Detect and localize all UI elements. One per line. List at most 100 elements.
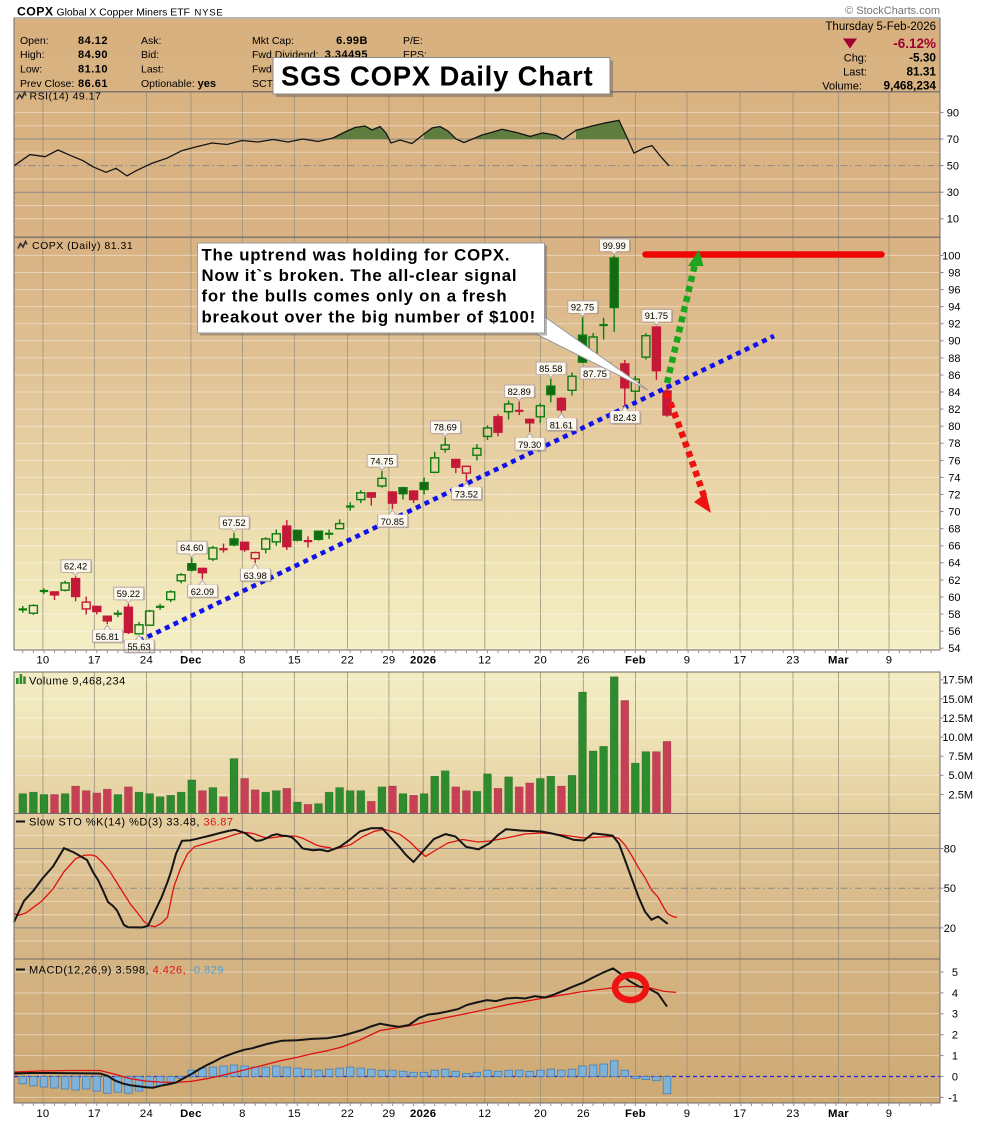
svg-text:breakout over the big number o: breakout over the big number of $100! bbox=[202, 307, 537, 326]
svg-text:0: 0 bbox=[952, 1071, 958, 1083]
svg-text:67.52: 67.52 bbox=[222, 518, 245, 528]
svg-text:84: 84 bbox=[948, 387, 960, 399]
svg-text:17: 17 bbox=[88, 655, 101, 667]
svg-text:for the bulls comes only on a: for the bulls comes only on a fresh bbox=[202, 287, 508, 306]
svg-text:62: 62 bbox=[948, 575, 960, 587]
svg-text:2026: 2026 bbox=[410, 1108, 436, 1120]
svg-text:Mkt Cap:: Mkt Cap: bbox=[252, 35, 294, 47]
svg-text:86.61: 86.61 bbox=[78, 78, 108, 90]
svg-text:29: 29 bbox=[382, 655, 395, 667]
svg-text:Feb: Feb bbox=[625, 655, 646, 667]
svg-text:24: 24 bbox=[140, 655, 153, 667]
svg-text:86: 86 bbox=[948, 370, 960, 382]
svg-text:8: 8 bbox=[239, 655, 246, 667]
svg-text:81.10: 81.10 bbox=[78, 64, 108, 76]
svg-text:10: 10 bbox=[947, 214, 959, 226]
svg-text:22: 22 bbox=[341, 655, 354, 667]
svg-text:The uptrend was holding for CO: The uptrend was holding for COPX. bbox=[202, 246, 511, 265]
svg-text:64.60: 64.60 bbox=[180, 543, 203, 553]
svg-text:70: 70 bbox=[947, 134, 959, 146]
svg-text:99.99: 99.99 bbox=[603, 241, 626, 251]
svg-text:17: 17 bbox=[733, 655, 746, 667]
svg-text:78.69: 78.69 bbox=[434, 423, 457, 433]
svg-text:Open:: Open: bbox=[20, 35, 49, 47]
svg-text:-1: -1 bbox=[948, 1092, 958, 1104]
svg-text:24: 24 bbox=[140, 1108, 153, 1120]
svg-text:7.5M: 7.5M bbox=[949, 751, 973, 763]
svg-text:20: 20 bbox=[944, 923, 956, 935]
svg-text:9: 9 bbox=[684, 655, 691, 667]
svg-text:5: 5 bbox=[952, 967, 958, 979]
svg-text:50: 50 bbox=[944, 883, 956, 895]
svg-text:12: 12 bbox=[478, 1108, 491, 1120]
svg-text:92: 92 bbox=[948, 319, 960, 331]
svg-text:10: 10 bbox=[36, 655, 49, 667]
svg-text:Now it`s broken. The all-clear: Now it`s broken. The all-clear signal bbox=[202, 266, 518, 285]
svg-text:MACD(12,26,9) 3.598, 4.426, -0: MACD(12,26,9) 3.598, 4.426, -0.829 bbox=[29, 965, 224, 977]
svg-text:58: 58 bbox=[948, 609, 960, 621]
svg-text:Mar: Mar bbox=[828, 655, 849, 667]
svg-text:84.90: 84.90 bbox=[78, 49, 108, 61]
svg-text:20: 20 bbox=[534, 655, 547, 667]
svg-text:76: 76 bbox=[948, 455, 960, 467]
svg-text:72: 72 bbox=[948, 489, 960, 501]
svg-text:Thursday 5-Feb-2026: Thursday 5-Feb-2026 bbox=[825, 21, 936, 33]
svg-text:80: 80 bbox=[944, 843, 956, 855]
svg-text:RSI(14) 49.17: RSI(14) 49.17 bbox=[30, 91, 102, 103]
svg-text:1: 1 bbox=[952, 1051, 958, 1063]
svg-text:Chg:: Chg: bbox=[844, 53, 867, 65]
svg-text:2.5M: 2.5M bbox=[949, 789, 973, 801]
svg-text:20: 20 bbox=[534, 1108, 547, 1120]
svg-text:22: 22 bbox=[341, 1108, 354, 1120]
svg-text:9: 9 bbox=[886, 1108, 893, 1120]
svg-text:-5.30: -5.30 bbox=[909, 51, 936, 65]
svg-text:74.75: 74.75 bbox=[370, 456, 393, 466]
svg-text:9: 9 bbox=[684, 1108, 691, 1120]
svg-text:Dec: Dec bbox=[180, 655, 202, 667]
svg-text:56.81: 56.81 bbox=[96, 632, 119, 642]
svg-text:Optionable: yes: Optionable: yes bbox=[141, 78, 216, 90]
svg-text:88: 88 bbox=[948, 353, 960, 365]
svg-text:82.89: 82.89 bbox=[508, 387, 531, 397]
svg-text:Global X Copper Miners ETF: Global X Copper Miners ETF bbox=[57, 7, 190, 18]
svg-text:8: 8 bbox=[239, 1108, 246, 1120]
svg-text:Low:: Low: bbox=[20, 64, 42, 76]
svg-text:15: 15 bbox=[288, 1108, 301, 1120]
svg-text:High:: High: bbox=[20, 49, 45, 61]
svg-text:Volume:: Volume: bbox=[822, 81, 862, 93]
svg-text:9,468,234: 9,468,234 bbox=[884, 79, 937, 93]
svg-text:4: 4 bbox=[952, 988, 958, 1000]
svg-text:COPX: COPX bbox=[17, 4, 54, 18]
svg-text:59.22: 59.22 bbox=[117, 589, 140, 599]
svg-text:63.98: 63.98 bbox=[244, 571, 267, 581]
svg-text:5.0M: 5.0M bbox=[949, 770, 973, 782]
svg-text:81.61: 81.61 bbox=[550, 420, 573, 430]
svg-text:9: 9 bbox=[886, 655, 893, 667]
svg-text:66: 66 bbox=[948, 541, 960, 553]
svg-text:-6.12%: -6.12% bbox=[893, 36, 936, 51]
svg-text:87.75: 87.75 bbox=[583, 369, 607, 380]
svg-text:98: 98 bbox=[948, 267, 960, 279]
svg-text:91.75: 91.75 bbox=[645, 311, 668, 321]
svg-text:15.0M: 15.0M bbox=[942, 694, 973, 706]
svg-text:56: 56 bbox=[948, 626, 960, 638]
svg-text:SGS COPX Daily Chart: SGS COPX Daily Chart bbox=[281, 61, 593, 92]
svg-text:6.99B: 6.99B bbox=[336, 35, 368, 47]
svg-text:62.09: 62.09 bbox=[191, 587, 214, 597]
svg-text:84.12: 84.12 bbox=[78, 35, 108, 47]
svg-text:Last:: Last: bbox=[843, 67, 867, 79]
svg-text:82: 82 bbox=[948, 404, 960, 416]
svg-text:30: 30 bbox=[947, 187, 959, 199]
svg-text:29: 29 bbox=[382, 1108, 395, 1120]
svg-text:73.52: 73.52 bbox=[455, 489, 478, 499]
svg-text:78: 78 bbox=[948, 438, 960, 450]
svg-text:90: 90 bbox=[948, 336, 960, 348]
svg-text:12: 12 bbox=[478, 655, 491, 667]
svg-text:17.5M: 17.5M bbox=[942, 675, 973, 687]
svg-text:70: 70 bbox=[948, 507, 960, 519]
svg-text:82.43: 82.43 bbox=[613, 413, 636, 423]
svg-text:54: 54 bbox=[948, 643, 960, 655]
svg-text:85.58: 85.58 bbox=[539, 364, 562, 374]
svg-text:2026: 2026 bbox=[410, 655, 436, 667]
svg-text:10: 10 bbox=[36, 1108, 49, 1120]
